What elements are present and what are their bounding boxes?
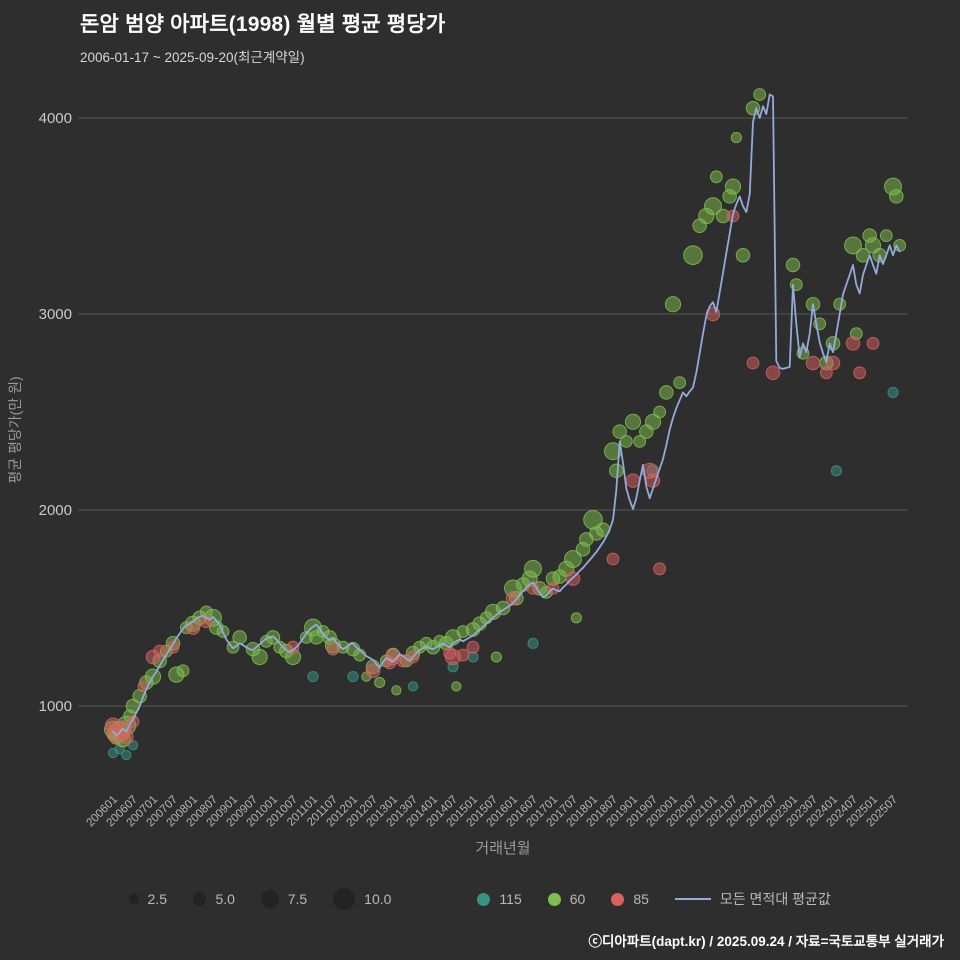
page-subtitle: 2006-01-17 ~ 2025-09-20(최근계약일) — [80, 50, 305, 65]
size-circle-icon — [260, 890, 279, 908]
bubble-60 — [709, 170, 723, 184]
y-tick-label: 3000 — [39, 306, 72, 323]
x-axis-title: 거래년월 — [475, 840, 530, 857]
size-circle-icon — [129, 894, 139, 904]
bubble-85 — [866, 337, 880, 350]
bubble-85 — [853, 366, 867, 380]
bubble-60 — [653, 405, 667, 419]
bubble-60 — [176, 664, 190, 678]
bubble-60 — [724, 178, 742, 195]
bubble-60 — [735, 247, 751, 263]
bubble-60 — [391, 685, 402, 696]
bubble-115 — [887, 386, 899, 398]
bubble-85 — [765, 365, 781, 381]
average-line-icon — [674, 898, 711, 900]
legend-average-line-item[interactable]: 모든 면적대 평균값 — [674, 889, 831, 909]
bubble-85 — [153, 644, 167, 658]
bubble-85 — [845, 336, 861, 351]
legend-size-label: 7.5 — [287, 891, 308, 907]
bubble-60 — [730, 132, 742, 144]
bubble-60 — [644, 413, 662, 430]
bubble-60 — [609, 463, 624, 479]
legend-series-item-115[interactable]: 115 — [477, 891, 522, 907]
bubble-85 — [746, 356, 760, 370]
legend-series-item-60[interactable]: 60 — [547, 891, 586, 907]
bubble-60 — [570, 612, 582, 624]
bubble-60 — [564, 550, 582, 568]
bubble-60 — [659, 385, 674, 400]
page-title: 돈암 범양 아파트(1998) 월별 평균 평당가 — [80, 13, 446, 36]
bubble-60 — [524, 559, 542, 578]
bubble-60 — [612, 424, 627, 439]
bubble-60 — [664, 296, 682, 313]
series-dot-icon — [547, 892, 561, 906]
bubble-60 — [889, 189, 904, 204]
bubble-60 — [251, 648, 268, 666]
legend-average-line-label: 모든 면적대 평균값 — [719, 891, 831, 907]
bubble-60 — [683, 245, 703, 265]
legend-series-label: 85 — [633, 891, 649, 907]
bubble-115 — [307, 671, 319, 683]
bubble-85 — [819, 366, 833, 380]
legend-series-label: 115 — [499, 891, 522, 907]
size-circle-icon — [192, 892, 207, 906]
average-line — [112, 93, 901, 737]
bubble-60 — [374, 676, 386, 689]
bubble-60 — [232, 630, 247, 645]
legend-size-item[interactable]: 5.0 — [192, 891, 235, 907]
bubble-85 — [286, 640, 300, 654]
bubble-85 — [466, 640, 480, 654]
legend-series-label: 60 — [569, 891, 586, 907]
bubble-60 — [704, 197, 722, 216]
bubble-85 — [326, 642, 340, 656]
bubble-115 — [407, 681, 419, 692]
y-tick-label: 1000 — [39, 698, 72, 715]
series-dot-icon — [477, 892, 491, 906]
bubble-85 — [805, 355, 821, 371]
bubble-60 — [490, 651, 502, 663]
bubble-60 — [633, 435, 647, 448]
legend-size-item[interactable]: 2.5 — [129, 891, 167, 907]
y-axis-title: 평균 평당가(만 원) — [7, 376, 23, 483]
bubble-60 — [785, 257, 801, 273]
bubble-60 — [753, 88, 767, 101]
bubble-85 — [456, 648, 470, 662]
bubble-85 — [653, 562, 667, 576]
bubble-85 — [625, 473, 641, 488]
bubble-60 — [619, 435, 633, 448]
price-bubble-chart: 1000200030004000200601200607200701200707… — [7, 88, 908, 857]
legend-size-label: 5.0 — [215, 891, 235, 907]
legend-size-item[interactable]: 10.0 — [333, 888, 391, 910]
bubble-60 — [844, 236, 862, 255]
legend-size-label: 2.5 — [147, 891, 167, 907]
bubble-60 — [451, 681, 462, 692]
legend-series-item-85[interactable]: 85 — [611, 891, 649, 907]
bubble-115 — [830, 465, 842, 477]
footer-credit: ⓒ디아파트(dapt.kr) / 2025.09.24 / 자료=국토교통부 실… — [588, 934, 944, 949]
bubble-85 — [825, 355, 841, 371]
bubble-85 — [365, 663, 381, 678]
bubble-85 — [606, 552, 620, 566]
bubble-115 — [347, 671, 359, 683]
bubble-60 — [879, 229, 893, 243]
size-circle-icon — [333, 888, 356, 910]
chart-header: 돈암 범양 아파트(1998) 월별 평균 평당가 2006-01-17 ~ 2… — [80, 8, 445, 66]
legend-size-label: 10.0 — [364, 891, 392, 907]
bubble-115 — [121, 749, 132, 761]
y-tick-label: 2000 — [39, 502, 72, 519]
bubble-60 — [673, 376, 687, 390]
bubble-85 — [185, 620, 201, 635]
bubble-115 — [527, 637, 539, 649]
bubble-60 — [624, 413, 642, 430]
bubble-60 — [833, 297, 847, 311]
series-dot-icon — [611, 892, 625, 906]
bubble-85 — [505, 590, 521, 606]
y-tick-label: 4000 — [39, 110, 72, 127]
bubble-85 — [119, 730, 134, 745]
legend-size-item[interactable]: 7.5 — [260, 890, 308, 908]
chart-legend: 2.5 5.0 7.5 10.0 115 60 85 모든 면적대 평균값 — [0, 888, 960, 910]
